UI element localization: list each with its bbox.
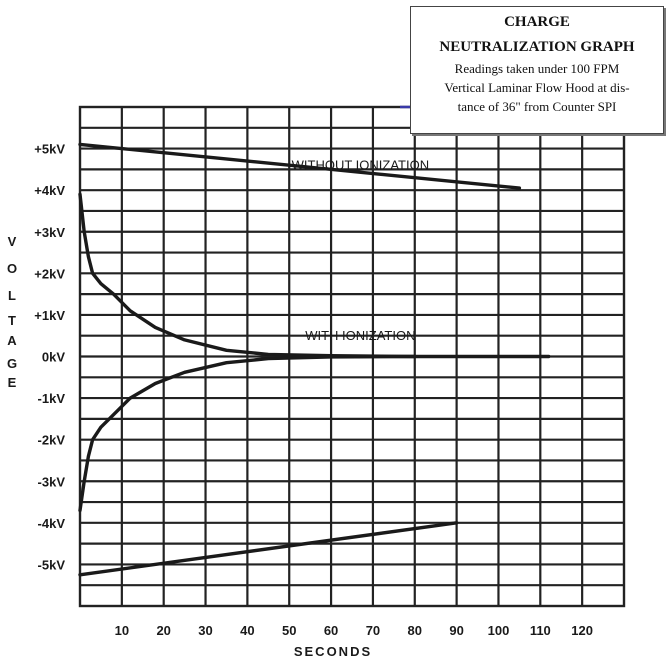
chart-subtitle-line-2: Vertical Laminar Flow Hood at dis- bbox=[444, 80, 630, 95]
y-axis-label-letter: O bbox=[7, 261, 17, 276]
y-axis-label-letter: E bbox=[8, 375, 17, 390]
y-tick-label: -1kV bbox=[38, 391, 66, 406]
y-tick-label: +2kV bbox=[34, 266, 65, 281]
x-tick-label: 50 bbox=[282, 623, 296, 638]
series-line-2 bbox=[78, 521, 459, 577]
x-axis-label: SECONDS bbox=[294, 644, 372, 659]
y-tick-label: +5kV bbox=[34, 142, 65, 157]
x-tick-label: 100 bbox=[488, 623, 510, 638]
x-axis-ticks: 10 20 30 40 50 60 70 80 90 100 110 120 bbox=[115, 623, 593, 638]
x-tick-label: 60 bbox=[324, 623, 338, 638]
series-line-1 bbox=[78, 142, 522, 190]
chart-title-line2: NEUTRALIZATION GRAPH bbox=[439, 39, 635, 55]
y-tick-label: +3kV bbox=[34, 225, 65, 240]
y-axis-label-letter: L bbox=[8, 288, 16, 303]
y-tick-label: -4kV bbox=[38, 516, 66, 531]
x-tick-label: 70 bbox=[366, 623, 380, 638]
y-axis-label-letter: T bbox=[8, 313, 16, 328]
x-tick-label: 20 bbox=[156, 623, 170, 638]
title-box: CHARGE NEUTRALIZATION GRAPH Readings tak… bbox=[410, 6, 664, 134]
annotations: WITHOUT IONIZATION WITH IONIZATION bbox=[292, 157, 429, 342]
x-tick-label: 30 bbox=[198, 623, 212, 638]
x-tick-label: 40 bbox=[240, 623, 254, 638]
x-tick-label: 110 bbox=[530, 623, 551, 638]
y-axis-label-letter: G bbox=[7, 356, 17, 371]
x-tick-label: 80 bbox=[408, 623, 422, 638]
y-tick-label: 0kV bbox=[42, 350, 65, 365]
y-tick-label: -2kV bbox=[38, 433, 66, 448]
y-axis-label-letter: A bbox=[7, 333, 17, 348]
y-tick-label: +4kV bbox=[34, 183, 65, 198]
y-tick-label: +1kV bbox=[34, 308, 65, 323]
y-tick-label: -5kV bbox=[38, 557, 66, 572]
y-axis-label-letter: V bbox=[8, 234, 17, 249]
x-tick-label: 10 bbox=[115, 623, 129, 638]
series-line-4 bbox=[78, 354, 417, 513]
y-tick-label: -3kV bbox=[38, 474, 66, 489]
y-axis-ticks: +5kV +4kV +3kV +2kV +1kV 0kV -1kV -2kV -3kV -4kV -… bbox=[34, 142, 65, 573]
series-layer bbox=[78, 142, 551, 577]
chart-subtitle-line-1: Readings taken under 100 FPM bbox=[454, 61, 620, 76]
x-tick-label: 120 bbox=[571, 623, 593, 638]
series-annotation: WITH IONIZATION bbox=[305, 328, 415, 343]
series-annotation: WITHOUT IONIZATION bbox=[292, 157, 429, 172]
chart-title: CHARGE bbox=[504, 14, 570, 30]
chart-subtitle-line-3: tance of 36" from Counter SPI bbox=[457, 99, 617, 114]
x-tick-label: 90 bbox=[449, 623, 463, 638]
